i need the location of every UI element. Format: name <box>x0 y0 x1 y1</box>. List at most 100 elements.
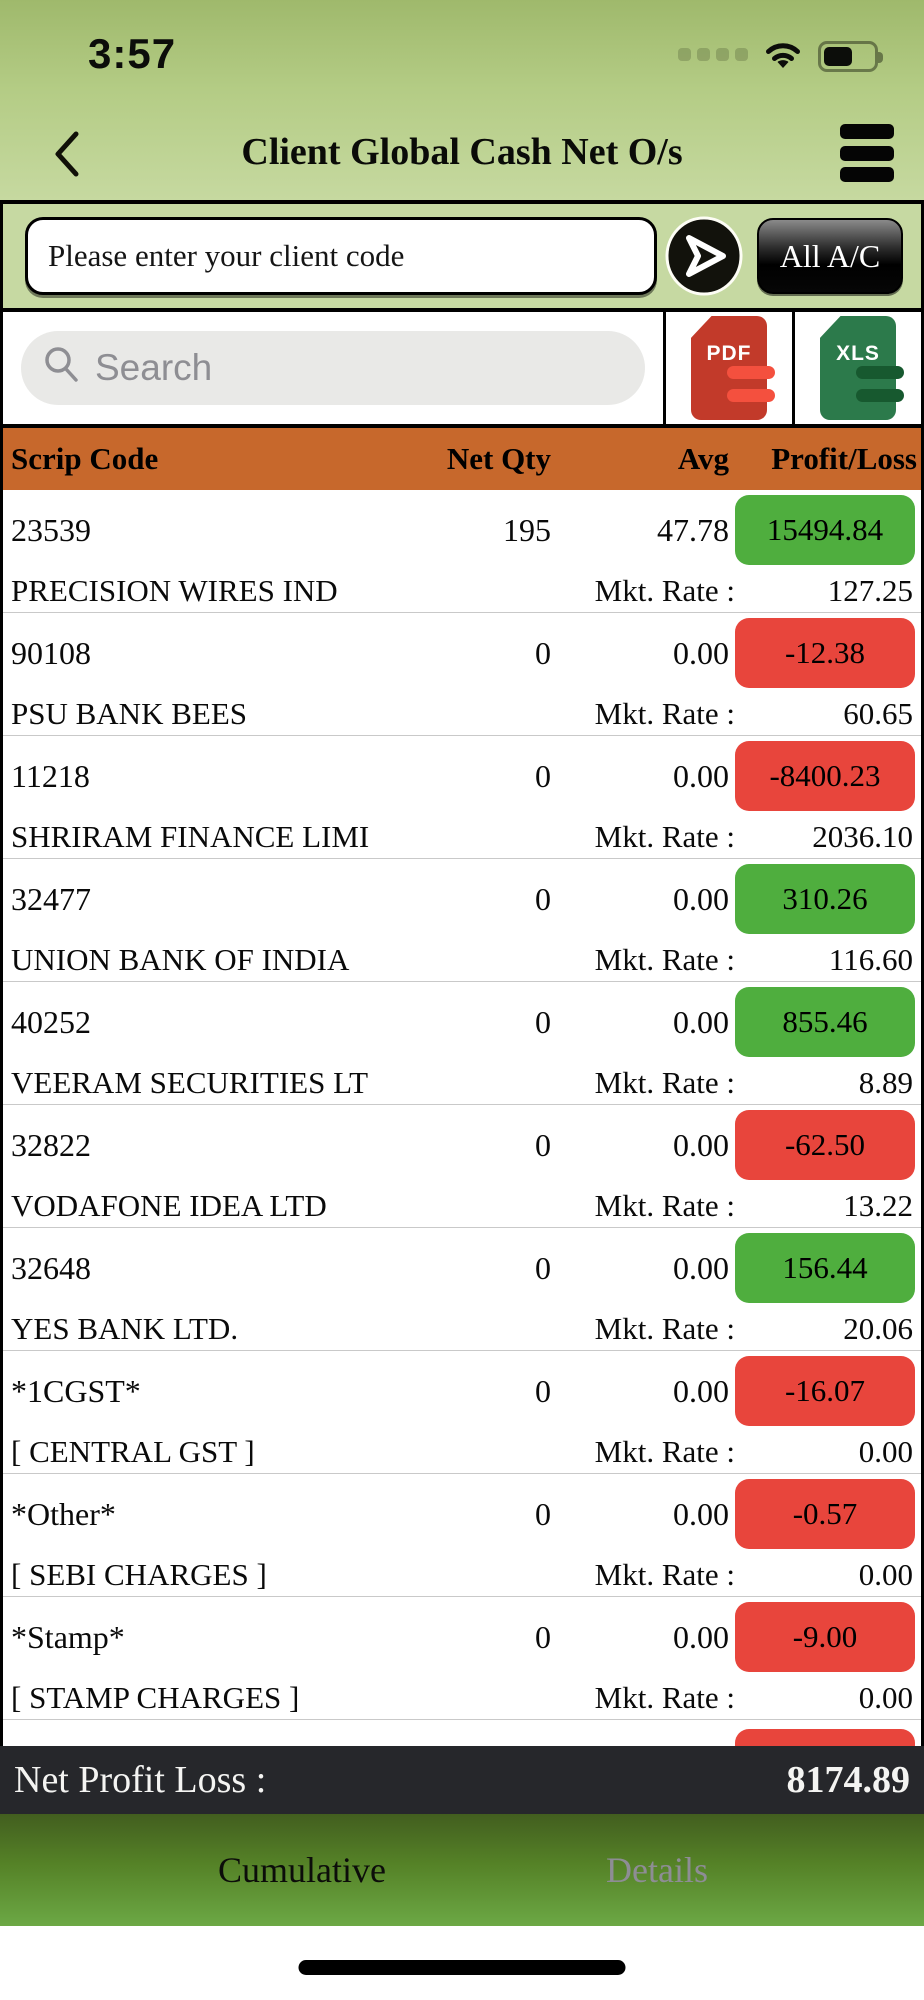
net-qty: 195 <box>503 511 551 548</box>
table-row[interactable]: *Other* 0 0.00 -0.57 [ SEBI CHARGES ] Mk… <box>3 1474 921 1597</box>
net-qty: 0 <box>535 1372 551 1409</box>
profit-loss-badge: 156.44 <box>735 1233 915 1303</box>
cellular-signal-icon <box>678 48 748 65</box>
scrip-code: *Stamp* <box>11 1618 125 1655</box>
mkt-rate-label: Mkt. Rate : <box>594 696 735 731</box>
table-row[interactable]: 40252 0 0.00 855.46 VEERAM SECURITIES LT… <box>3 982 921 1105</box>
scrip-name: [ SEBI CHARGES ] <box>11 1557 267 1592</box>
table-rows: 23539 195 47.78 15494.84 PRECISION WIRES… <box>3 490 921 1720</box>
scrip-code: 90108 <box>11 634 91 671</box>
avg-value: 0.00 <box>673 1003 729 1040</box>
mkt-rate-value: 0.00 <box>858 1557 913 1592</box>
home-indicator[interactable] <box>298 1960 626 1975</box>
avg-value: 0.00 <box>673 1372 729 1409</box>
status-bar: 3:57 <box>0 28 924 77</box>
table-row[interactable]: 90108 0 0.00 -12.38 PSU BANK BEES Mkt. R… <box>3 613 921 736</box>
submit-client-code-button[interactable] <box>665 216 743 296</box>
mkt-rate-label: Mkt. Rate : <box>594 942 735 977</box>
table-row[interactable]: 23539 195 47.78 15494.84 PRECISION WIRES… <box>3 490 921 613</box>
net-profit-loss-bar: Net Profit Loss : 8174.89 <box>0 1746 924 1814</box>
table-row[interactable]: 32648 0 0.00 156.44 YES BANK LTD. Mkt. R… <box>3 1228 921 1351</box>
table-row[interactable]: 32822 0 0.00 -62.50 VODAFONE IDEA LTD Mk… <box>3 1105 921 1228</box>
table-row[interactable]: *1CGST* 0 0.00 -16.07 [ CENTRAL GST ] Mk… <box>3 1351 921 1474</box>
mkt-rate-value: 8.89 <box>858 1065 913 1100</box>
net-qty: 0 <box>535 1126 551 1163</box>
xls-icon: XLS <box>820 316 904 420</box>
profit-loss-badge: -12.38 <box>735 618 915 688</box>
avg-value: 0.00 <box>673 1618 729 1655</box>
footer <box>0 1926 924 2000</box>
app-header: 3:57 Client Global Cash Net O/s <box>0 0 924 200</box>
mkt-rate-label: Mkt. Rate : <box>594 1188 735 1223</box>
back-button[interactable] <box>48 128 88 180</box>
net-qty: 0 <box>535 1003 551 1040</box>
col-avg: Avg <box>677 441 729 476</box>
scrip-name: PRECISION WIRES IND <box>11 573 338 608</box>
avg-value: 0.00 <box>673 1249 729 1286</box>
scrip-code: 23539 <box>11 511 91 548</box>
client-code-panel: All A/C <box>3 200 921 312</box>
avg-value: 47.78 <box>657 511 729 548</box>
scrip-code: 40252 <box>11 1003 91 1040</box>
net-profit-loss-label: Net Profit Loss : <box>14 1759 267 1801</box>
mkt-rate-label: Mkt. Rate : <box>594 1065 735 1100</box>
mkt-rate-label: Mkt. Rate : <box>594 1311 735 1346</box>
profit-loss-badge: -0.57 <box>735 1479 915 1549</box>
scrip-name: VODAFONE IDEA LTD <box>11 1188 327 1223</box>
tab-details[interactable]: Details <box>606 1814 708 1926</box>
bottom-tab-bar: Cumulative Details <box>0 1814 924 1926</box>
col-profit-loss: Profit/Loss <box>771 441 917 476</box>
scrip-code: *Other* <box>11 1495 116 1532</box>
export-pdf-button[interactable]: PDF <box>663 312 792 424</box>
table-row[interactable]: 32477 0 0.00 310.26 UNION BANK OF INDIA … <box>3 859 921 982</box>
mkt-rate-value: 0.00 <box>858 1434 913 1469</box>
scrip-code: 11218 <box>11 757 90 794</box>
mkt-rate-value: 127.25 <box>827 573 913 608</box>
profit-loss-badge: 855.46 <box>735 987 915 1057</box>
page-title: Client Global Cash Net O/s <box>241 131 683 173</box>
scrip-name: UNION BANK OF INDIA <box>11 942 350 977</box>
scrip-name: SHRIRAM FINANCE LIMI <box>11 819 370 854</box>
tab-cumulative[interactable]: Cumulative <box>218 1814 386 1926</box>
table-row[interactable]: 11218 0 0.00 -8400.23 SHRIRAM FINANCE LI… <box>3 736 921 859</box>
search-input[interactable]: Search <box>21 331 645 405</box>
mkt-rate-value: 20.06 <box>843 1311 913 1346</box>
menu-icon[interactable] <box>840 124 894 182</box>
mkt-rate-value: 13.22 <box>843 1188 913 1223</box>
avg-value: 0.00 <box>673 634 729 671</box>
mkt-rate-label: Mkt. Rate : <box>594 1434 735 1469</box>
avg-value: 0.00 <box>673 880 729 917</box>
search-export-row: Search PDF XLS <box>3 312 921 428</box>
col-scrip-code: Scrip Code <box>11 441 159 476</box>
pdf-icon: PDF <box>691 316 775 420</box>
export-xls-button[interactable]: XLS <box>792 312 921 424</box>
scrip-name: PSU BANK BEES <box>11 696 247 731</box>
net-profit-loss-value: 8174.89 <box>786 1759 911 1801</box>
table-row-partial <box>3 1720 921 1746</box>
client-code-input[interactable] <box>25 217 657 295</box>
scrip-name: YES BANK LTD. <box>11 1311 239 1346</box>
mkt-rate-value: 116.60 <box>828 942 913 977</box>
status-time: 3:57 <box>88 30 177 77</box>
net-qty: 0 <box>535 1495 551 1532</box>
profit-loss-badge: -16.07 <box>735 1356 915 1426</box>
mkt-rate-value: 2036.10 <box>812 819 913 854</box>
all-accounts-button[interactable]: All A/C <box>757 218 903 294</box>
profit-loss-badge: -9.00 <box>735 1602 915 1672</box>
table-row[interactable]: *Stamp* 0 0.00 -9.00 [ STAMP CHARGES ] M… <box>3 1597 921 1720</box>
net-qty: 0 <box>535 757 551 794</box>
scrip-name: [ CENTRAL GST ] <box>11 1434 255 1469</box>
avg-value: 0.00 <box>673 1495 729 1532</box>
col-net-qty: Net Qty <box>446 441 551 476</box>
search-icon <box>43 345 81 392</box>
profit-loss-badge: -62.50 <box>735 1110 915 1180</box>
search-placeholder: Search <box>95 347 213 388</box>
nav-bar: Client Global Cash Net O/s <box>0 118 924 190</box>
table-header: Scrip Code Net Qty Avg Profit/Loss <box>3 428 921 490</box>
profit-loss-badge: -8400.23 <box>735 741 915 811</box>
mkt-rate-value: 0.00 <box>858 1680 913 1715</box>
scrip-code: 32477 <box>11 880 91 917</box>
scrip-name: VEERAM SECURITIES LT <box>11 1065 369 1100</box>
net-qty: 0 <box>535 1618 551 1655</box>
scrip-code: 32822 <box>11 1126 91 1163</box>
